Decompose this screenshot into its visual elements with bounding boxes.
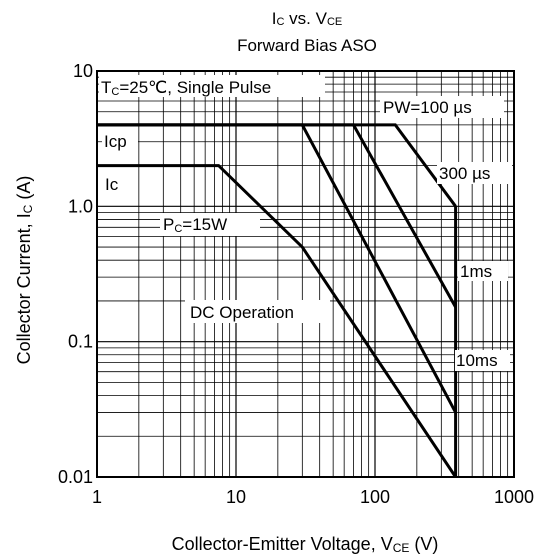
x-tick-label: 10 <box>226 487 246 507</box>
pw300-label-bg <box>437 162 512 184</box>
ic-label-bg <box>102 173 126 195</box>
x-tick-label: 100 <box>360 487 390 507</box>
pc-label: PC=15W <box>163 215 227 235</box>
pw10ms-label: 10ms <box>456 351 498 370</box>
plot-frame <box>96 70 515 478</box>
series-line-300-s <box>97 123 457 208</box>
y-tick-label: 10 <box>73 61 93 81</box>
ic-label: Ic <box>105 175 119 194</box>
pw1ms-label-bg <box>458 261 508 281</box>
pw10ms-label-bg <box>455 350 510 371</box>
pw300-label: 300 µs <box>439 164 490 183</box>
grid <box>97 71 514 477</box>
tick-labels: 1 10 100 1000 10 1.0 0.1 0.01 <box>58 61 534 507</box>
y-tick-label: 1.0 <box>68 196 93 216</box>
series-line-10ms <box>97 123 457 414</box>
conditions-label-bg <box>99 75 325 97</box>
series-line-1ms <box>97 123 457 308</box>
y-tick-label: 0.01 <box>58 467 93 487</box>
chart-title-line2: Forward Bias ASO <box>237 36 377 55</box>
series-lines <box>97 123 458 478</box>
dc-label: DC Operation <box>190 303 294 322</box>
conditions-label: TC=25℃, Single Pulse <box>101 78 271 98</box>
pw100-label: PW=100 µs <box>383 98 472 117</box>
x-tick-label: 1 <box>92 487 102 507</box>
pw1ms-label: 1ms <box>460 262 492 281</box>
dc-label-bg <box>185 300 330 323</box>
pw100-label-bg <box>380 96 504 118</box>
y-tick-label: 0.1 <box>68 332 93 352</box>
y-axis-label: Collector Current, IC (A) <box>14 176 35 365</box>
icp-label: Icp <box>104 132 127 151</box>
chart-title-line1: IC vs. VCE <box>272 9 342 28</box>
x-tick-label: 1000 <box>494 487 534 507</box>
icp-label-bg <box>102 131 138 151</box>
x-axis-label: Collector-Emitter Voltage, VCE (V) <box>172 534 439 555</box>
pc-label-bg <box>160 213 260 236</box>
series-line-dc-operation <box>97 164 457 478</box>
